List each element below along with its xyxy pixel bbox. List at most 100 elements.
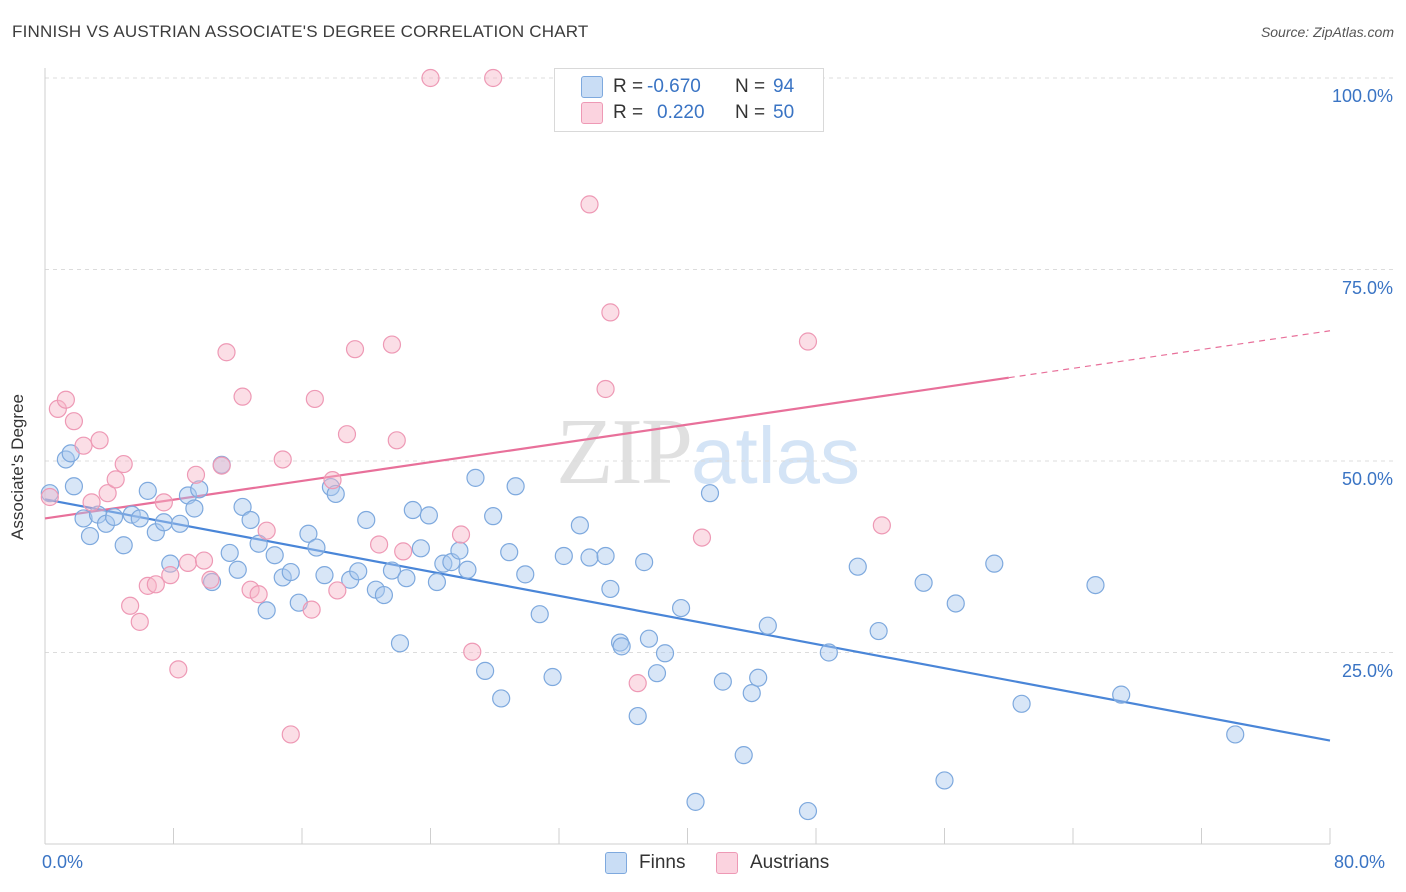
austrians-point [580,195,599,214]
austrians-point [56,390,75,409]
finns-point [647,664,667,683]
correlation-legend: R = -0.670 N = 94 R = 0.220 N = 50 [554,68,824,132]
finns-point [484,507,503,526]
austrians-point [130,612,149,631]
austrians-point [345,340,365,359]
austrians-point [421,68,440,88]
finns-point [742,683,761,703]
finns-point [450,541,469,560]
austrians-point [169,660,188,679]
austrians-point [106,470,125,489]
austrians-point [178,553,198,572]
finns-point [80,526,100,546]
finns-point [1226,725,1245,744]
legend-n-value: 94 [773,76,795,97]
finns-point [596,546,615,566]
finns-point [74,509,93,528]
finns-point [233,497,252,517]
finns-point [612,637,631,656]
source-note: Source: ZipAtlas.com [1260,24,1394,40]
austrians-point [394,542,413,561]
austrians-point [328,581,347,600]
austrians-point [628,674,647,693]
austrians-point [82,493,101,512]
austrians-point [323,471,342,490]
austrians-point [64,412,84,431]
legend-r-value: 0.220 [657,102,705,123]
finns-point [281,562,300,582]
finns-point [390,634,410,653]
finns-point [397,569,416,588]
legend-swatch-finns [605,852,627,874]
finns-point [554,546,573,566]
austrians-point [370,535,389,554]
watermark-atlas: atlas [691,411,860,500]
finns-point [357,510,376,530]
finns-point [185,499,204,518]
austrians-point [233,387,252,406]
finns-point [104,507,124,527]
finns-point [985,554,1004,573]
austrians-point [146,575,165,594]
finns-point [1086,575,1105,595]
finns-point [419,506,438,525]
legend-n-value: 50 [773,102,795,123]
finns-point [628,706,647,726]
legend-n-label: N = [735,76,766,97]
finns-point [639,629,659,648]
finns-point [40,484,59,503]
austrians-point [217,343,236,362]
finns-point [403,500,422,520]
finns-point [56,450,75,469]
y-axis-label: Associate's Degree [8,394,27,540]
austrians-point [692,528,712,547]
austrians-point [74,436,93,455]
legend-row-austrians: R = 0.220 N = 50 [555,100,823,126]
legend-label-finns: Finns [639,852,686,873]
austrians-point [121,596,140,615]
finns-point [819,643,838,662]
finns-point [869,621,888,641]
x-tick-label-max: 80.0% [1334,852,1386,872]
finns-point [476,661,495,680]
austrians-point [451,525,471,544]
finns-point [686,792,705,811]
austrians-point [601,303,620,322]
austrians-trend-extension [1008,330,1331,379]
austrians-point [463,642,482,661]
finns-point [466,468,485,487]
legend-label-austrians: Austrians [750,852,830,873]
finns-point [130,509,149,528]
austrians-point [302,600,321,619]
finns-point [700,484,720,503]
finns-point [506,477,525,496]
watermark-zip: ZIP [556,400,693,504]
austrians-point [273,450,292,469]
austrians-point [382,335,402,354]
finns-point [154,513,173,532]
finns-point [516,565,535,584]
legend-swatch-austrians [581,102,603,124]
finns-point [257,601,276,620]
finns-point [138,481,157,500]
finns-point [427,572,447,592]
legend-n-label: N = [735,102,766,123]
austrians-point [114,454,133,474]
finns-point [848,557,867,576]
finns-point [671,598,691,618]
finns-point [543,667,562,687]
austrians-point [98,484,117,503]
finns-point [492,689,511,708]
finns-point [580,548,599,567]
austrians-point [484,68,503,88]
finns-point [411,539,430,558]
austrians-point [798,332,818,351]
finns-point [458,560,477,579]
finns-point [635,553,654,572]
austrians-point [201,570,220,589]
legend-r-label: R = [613,76,644,97]
austrians-point [257,521,276,540]
finns-point [914,573,933,592]
axes [44,68,1331,845]
